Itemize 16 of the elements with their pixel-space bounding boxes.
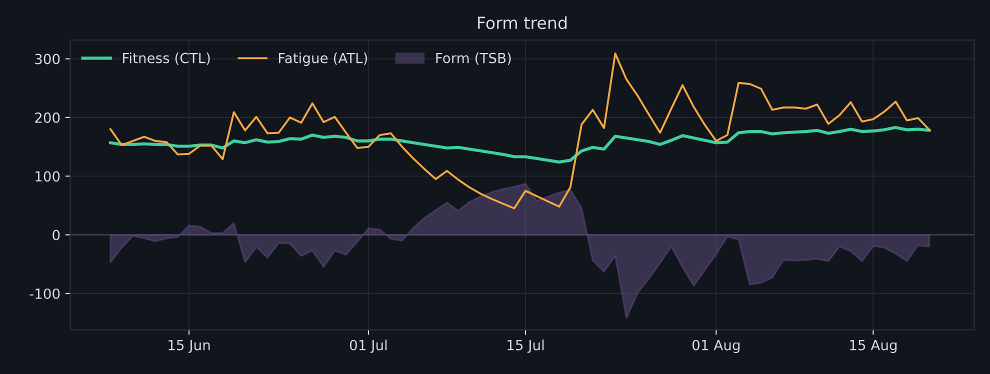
line-series (110, 52, 930, 210)
x-tick-label: 15 Jul (508, 340, 544, 353)
y-tick-label: 100 (36, 171, 60, 182)
chart-title: Form trend (478, 16, 567, 30)
line-series (108, 126, 931, 164)
legend-label: Form (TSB) (436, 52, 511, 65)
x-tick-label: 15 Aug (850, 340, 897, 354)
y-tick-label: 300 (35, 54, 60, 64)
x-tick-label: 01 Aug (692, 340, 740, 354)
y-tick-label: 0 (52, 230, 60, 240)
legend-label: Fitness (CTL) (123, 52, 210, 65)
x-tick-label: 15 Jun (168, 340, 210, 353)
x-tick-label: 01 Jul (350, 340, 387, 353)
legend-label: Fatigue (ATL) (278, 52, 368, 66)
y-tick-label: 200 (35, 112, 60, 123)
y-tick-label: -100 (30, 288, 60, 299)
